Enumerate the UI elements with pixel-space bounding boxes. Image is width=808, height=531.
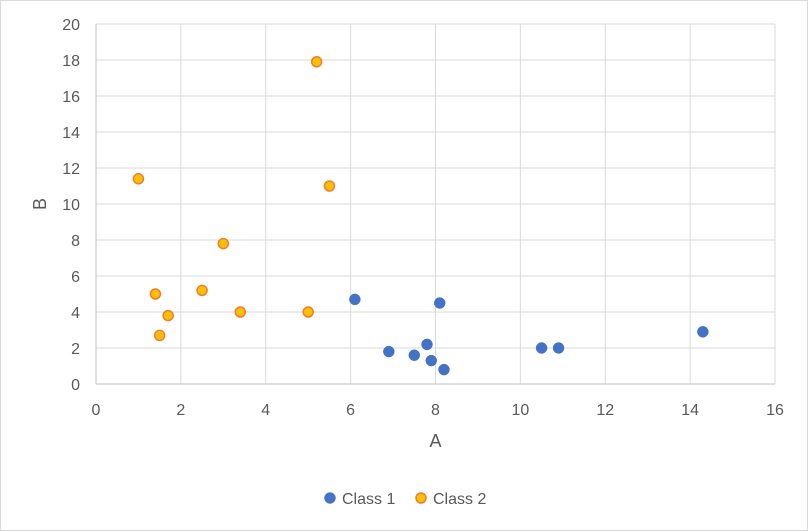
- x-tick-label: 12: [596, 402, 614, 419]
- y-tick-label: 6: [71, 269, 80, 286]
- data-point: [162, 309, 174, 322]
- data-point: [323, 180, 336, 192]
- y-tick-label: 18: [62, 53, 80, 70]
- y-tick-label: 14: [62, 125, 80, 142]
- data-point: [425, 354, 438, 367]
- y-tick-label: 8: [71, 233, 80, 250]
- y-tick-label: 4: [71, 305, 80, 322]
- series-class-1: [349, 293, 709, 376]
- legend: Class 1 Class 2: [324, 491, 486, 508]
- y-tick-label: 0: [71, 377, 80, 394]
- x-tick-label: 16: [766, 402, 784, 419]
- data-point: [535, 342, 548, 354]
- y-tick-label: 12: [62, 161, 80, 178]
- y-tick-label: 16: [62, 89, 80, 106]
- data-point: [234, 306, 247, 318]
- x-axis-title: A: [429, 431, 441, 451]
- legend-item-class-1: Class 1: [324, 491, 395, 508]
- legend-label: Class 2: [433, 491, 486, 508]
- y-tick-label: 20: [62, 17, 80, 34]
- x-tick-label: 4: [261, 402, 270, 419]
- data-point: [310, 56, 323, 68]
- data-point: [408, 349, 421, 361]
- legend-label: Class 1: [342, 491, 395, 508]
- x-tick-label: 14: [681, 402, 699, 419]
- legend-marker: [324, 492, 336, 504]
- x-tick-label: 8: [431, 402, 440, 419]
- x-tick-label: 0: [92, 402, 101, 419]
- legend-marker: [415, 492, 427, 504]
- x-tick-label: 10: [511, 402, 529, 419]
- y-tick-label: 2: [71, 341, 80, 358]
- data-point: [302, 306, 314, 318]
- y-axis-title: B: [30, 198, 50, 210]
- tick-labels: 0 2 4 6 8 10 12 14 16 18 20 0 2 4 6 8 10 12 14 16: [62, 17, 784, 419]
- data-point: [383, 345, 395, 358]
- data-point: [438, 363, 450, 376]
- axes: [95, 24, 775, 385]
- data-point: [153, 329, 166, 342]
- x-tick-label: 2: [176, 402, 185, 419]
- data-point: [196, 284, 208, 297]
- data-points: [132, 56, 709, 376]
- data-point: [132, 173, 145, 185]
- data-point: [349, 293, 361, 306]
- legend-item-class-2: Class 2: [415, 491, 486, 508]
- series-class-2: [132, 56, 336, 342]
- data-point: [552, 342, 565, 354]
- gridlines: [96, 23, 776, 384]
- data-point: [433, 297, 446, 309]
- x-tick-label: 6: [346, 402, 355, 419]
- y-tick-label: 10: [62, 197, 80, 214]
- data-point: [217, 237, 230, 250]
- data-point: [149, 288, 162, 300]
- data-point: [697, 326, 709, 338]
- data-point: [421, 338, 433, 351]
